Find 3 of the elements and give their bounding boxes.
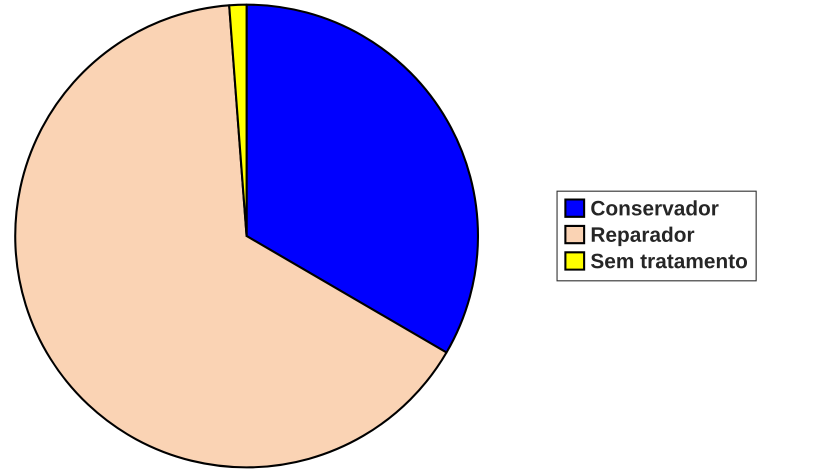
legend-label: Reparador <box>592 226 694 246</box>
legend-label: Sem tratamento <box>590 254 748 268</box>
legend-label: Conservador <box>591 200 719 216</box>
